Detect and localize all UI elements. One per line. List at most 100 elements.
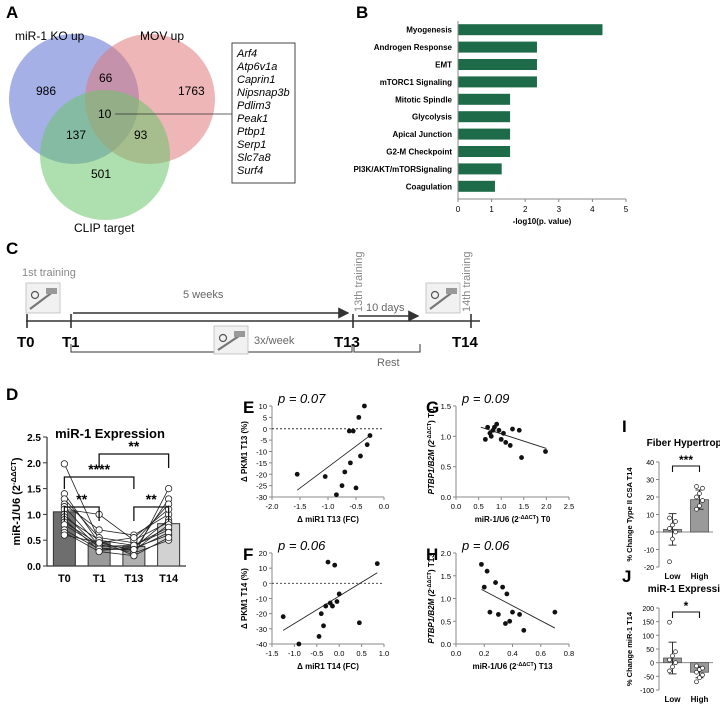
enrichment-bar <box>458 146 511 157</box>
y-tick-label: 100 <box>642 633 654 640</box>
data-point <box>487 609 493 615</box>
significance-bracket <box>98 453 170 468</box>
x-tick-label: 2 <box>523 205 528 214</box>
subject-line <box>64 516 169 546</box>
data-point <box>316 634 322 639</box>
x-tick-label: High <box>691 572 709 581</box>
subject-line <box>64 508 169 541</box>
data-point <box>330 603 335 609</box>
subject-point <box>165 484 173 493</box>
y-tick-label: -10 <box>644 548 654 555</box>
y-axis-title: PTBP1/B2M (2-ΔΔCT) T13 <box>427 553 436 644</box>
y-tick-label: 0 <box>263 579 267 588</box>
x-tick-label: 1.0 <box>379 649 389 658</box>
data-point <box>495 612 501 617</box>
venn-count-int12: 66 <box>99 71 113 85</box>
data-point <box>694 506 699 512</box>
chart-enrichment: Myogenesis Androgen Response EMT mTORC1 Sig… <box>353 21 629 226</box>
data-point <box>334 599 340 604</box>
data-point <box>367 433 373 438</box>
significance-marker: *** <box>679 453 693 467</box>
enrichment-bar <box>458 111 511 123</box>
venn-count-int13: 137 <box>66 128 86 142</box>
data-point <box>501 430 506 436</box>
y-tick-label: 10 <box>259 402 267 411</box>
enrichment-bar <box>458 59 537 70</box>
data-point <box>507 618 513 624</box>
y-tick-label: -100 <box>640 688 654 695</box>
venn-count-only2: 1763 <box>178 84 205 98</box>
subject-line <box>64 463 169 557</box>
data-point <box>479 561 484 567</box>
subject-line <box>64 521 169 554</box>
gene-name: Atp6v1a <box>236 61 277 73</box>
data-point <box>346 428 352 434</box>
enrichment-category-label: EMT <box>435 61 452 70</box>
y-tick-label: 30 <box>646 478 654 485</box>
gene-name: Caprin1 <box>237 74 276 86</box>
venn-label-set1: miR-1 KO up <box>15 29 85 43</box>
significance-marker: ** <box>128 438 139 454</box>
y-axis-title-sup: -ΔΔCT <box>427 571 433 589</box>
x-tick-label: Low <box>665 695 682 704</box>
subject-point <box>60 531 68 539</box>
data-point <box>321 623 326 629</box>
panel-f: F -40 -30 -20 -10 0 10 20 -1.5 -1.0 -0.5 0.0 0.5 1.0… <box>240 538 389 671</box>
y-tick-label: 0.5 <box>441 463 451 472</box>
panel-e: E -30 -25 -20 -15 -10 -5 0 5 10 -2.0 -1.5 -1.0 -0.5 0… <box>240 391 389 524</box>
timeline-first-training: 1st training <box>22 267 76 279</box>
significance-bracket <box>63 506 100 521</box>
data-point <box>667 657 672 663</box>
y-tick-label: 5 <box>263 413 267 422</box>
training-bracket <box>70 344 353 353</box>
venn-count-only3: 501 <box>91 167 111 181</box>
data-point <box>332 562 338 568</box>
y-tick-label: -10 <box>256 595 267 604</box>
gene-name: Surf4 <box>237 165 263 177</box>
venn-label-set3: CLIP target <box>74 221 135 235</box>
y-axis-title-end: ) T0 <box>427 408 436 423</box>
y-tick-label: 10 <box>259 564 267 573</box>
y-tick-label: 2.0 <box>27 459 41 470</box>
significance-bracket <box>671 465 701 472</box>
y-tick-label: 0 <box>650 661 654 668</box>
y-axis-title: PTBP1/B2M (2-ΔΔCT) T0 <box>427 408 436 494</box>
y-axis-title: miR-1/U6 (2-ΔΔCT) <box>9 457 24 545</box>
data-point <box>694 494 699 500</box>
p-value-annotation: p = 0.07 <box>277 391 326 406</box>
panel-label-h: H <box>426 545 438 564</box>
y-tick-label: -20 <box>256 610 267 619</box>
y-tick-label: 1.5 <box>441 402 451 411</box>
timepoint-t13: T13 <box>334 334 360 351</box>
panel-label-g: G <box>426 398 439 417</box>
data-point <box>342 469 348 475</box>
y-tick-label: -30 <box>256 625 267 634</box>
x-tick-label: 1.0 <box>496 502 506 511</box>
y-tick-label: 0.5 <box>441 617 451 626</box>
subject-point <box>60 460 68 468</box>
gene-name: Nipsnap3b <box>237 87 290 99</box>
subject-point <box>130 545 138 554</box>
enrichment-bar <box>458 76 537 88</box>
timepoint-t1: T1 <box>62 334 80 351</box>
subject-line <box>64 508 169 544</box>
x-tick-label: 0.8 <box>564 649 574 658</box>
y-tick-label: 40 <box>646 460 654 467</box>
significance-bracket <box>133 506 170 521</box>
data-point <box>498 436 504 442</box>
significance-bracket <box>671 611 701 618</box>
x-tick-label: T0 <box>58 573 71 585</box>
panel-a: A miR-1 KO up MOV up CLIP target 986 176… <box>6 3 296 235</box>
x-axis-title: miR-1/U6 (2-ΔΔCT) T0 <box>475 515 551 524</box>
trend-line <box>296 435 371 491</box>
data-point <box>485 424 491 430</box>
x-tick-label: 2.5 <box>564 502 574 511</box>
timeline-rest: Rest <box>377 357 400 369</box>
chart-pkm1-t13: -30 -25 -20 -15 -10 -5 0 5 10 -2.0 -1.5 -1.0 -0.5 0.0… <box>240 391 389 524</box>
data-point <box>280 614 286 620</box>
data-point <box>322 474 328 479</box>
y-tick-label: 200 <box>642 606 654 613</box>
panel-b: B Myogenesis Androgen Response EMT mTORC1 S… <box>353 3 628 226</box>
y-axis-title: Δ PKM1 T13 (%) <box>240 421 249 482</box>
